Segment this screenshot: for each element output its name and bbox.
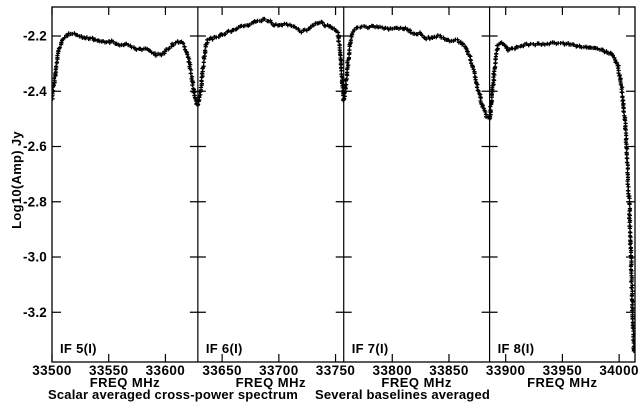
y-tick-label: -2.8 [23,194,47,209]
x-tick-label: 33550 [89,363,129,378]
if-label: IF 7(I) [352,341,389,356]
x-tick-label: 33700 [259,363,299,378]
if-label: IF 8(I) [498,341,535,356]
x-tick-label: 33750 [316,363,356,378]
x-axis-ticks [51,7,620,362]
x-tick-label: 33800 [372,363,412,378]
caption-right: Several baselines averaged [314,387,491,402]
x-tick-label: 33850 [429,363,469,378]
x-tick-label: 33900 [486,363,526,378]
data-series-if-8-i- [487,40,635,353]
spectrum-markers [341,23,492,121]
freq-axis-label: FREQ MHz [236,375,306,390]
data-series-if-6-i- [196,16,347,107]
caption-left: Scalar averaged cross-power spectrum [48,387,298,402]
freq-axis-label: FREQ MHz [90,375,160,390]
plot-caption: Scalar averaged cross-power spectrum Seve… [48,387,490,402]
spectrum-markers [196,16,347,107]
freq-axis-label: FREQ MHz [527,375,597,390]
y-tick-label: -3.2 [23,305,47,320]
panel-labels: IF 5(I) FREQ MHz IF 6(I) FREQ MHz IF 7(I) FRE… [60,341,597,390]
x-axis-tick-labels: 33500 33550 33600 33650 33700 33750 33800 33850… [32,363,639,378]
y-tick-label: -3.0 [23,250,47,265]
y-tick-label: -2.6 [23,139,47,154]
freq-axis-label: FREQ MHz [381,375,451,390]
spectrum-markers [52,31,200,108]
y-axis-title: Log10(Amp) Jy [9,131,24,229]
data-series-if-7-i- [341,23,492,121]
y-axis-tick-labels: -2.2 -2.4 -2.6 -2.8 -3.0 -3.2 [23,29,47,320]
if-label: IF 5(I) [60,341,97,356]
spectrum-markers [487,40,635,353]
y-tick-label: -2.4 [23,84,47,99]
x-tick-label: 33950 [543,363,583,378]
if-label: IF 6(I) [206,341,243,356]
x-tick-label: 33500 [32,363,72,378]
y-tick-label: -2.2 [23,29,47,44]
x-tick-label: 33650 [202,363,242,378]
panel-dividers [189,7,498,362]
data-series-if-5-i- [52,31,200,108]
x-tick-label: 33600 [146,363,186,378]
x-tick-label: 34000 [599,363,639,378]
